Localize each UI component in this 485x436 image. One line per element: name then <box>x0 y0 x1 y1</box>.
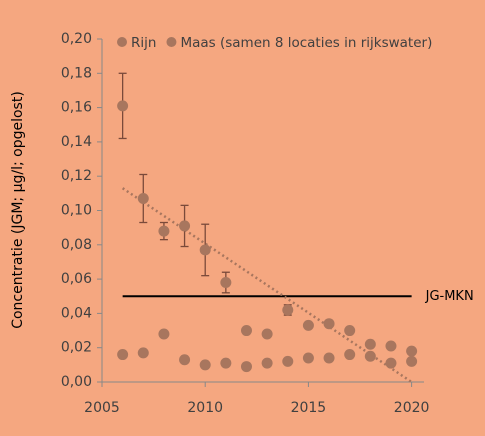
point <box>323 318 335 330</box>
point <box>137 347 149 359</box>
point <box>323 352 335 364</box>
point <box>261 357 273 369</box>
point <box>364 350 376 362</box>
x-tick-label: 2020 <box>394 400 430 416</box>
reference-label: JG-MKN <box>425 289 474 304</box>
point <box>240 325 252 337</box>
point <box>220 357 232 369</box>
x-tick-label: 2005 <box>84 400 120 416</box>
point <box>199 359 211 371</box>
y-tick-label: 0,14 <box>61 134 92 150</box>
point <box>137 192 149 204</box>
y-tick-label: 0,06 <box>61 271 92 287</box>
y-tick-label: 0,02 <box>61 340 92 356</box>
legend-label: Maas (samen 8 locaties in rijkswater) <box>180 35 432 51</box>
point <box>282 304 294 316</box>
legend-marker <box>166 37 177 47</box>
point <box>158 328 170 340</box>
point <box>385 357 397 369</box>
point <box>406 355 418 367</box>
point <box>282 355 294 367</box>
point <box>240 361 252 373</box>
y-tick-label: 0,04 <box>61 305 92 321</box>
point <box>179 354 191 366</box>
y-tick-label: 0,16 <box>61 100 92 116</box>
point <box>117 349 129 361</box>
point <box>302 319 314 331</box>
legend-label: Rijn <box>131 35 156 51</box>
x-tick-label: 2015 <box>291 400 327 416</box>
point <box>344 349 356 361</box>
x-tick-label: 2010 <box>187 400 223 416</box>
point <box>220 277 232 289</box>
y-tick-label: 0,18 <box>61 65 92 81</box>
y-axis-label: Concentratie (JGM; µg/l; opgelost) <box>10 91 26 329</box>
point <box>344 325 356 337</box>
point <box>117 100 129 112</box>
y-tick-label: 0,20 <box>61 31 92 47</box>
point <box>406 345 418 357</box>
point <box>158 225 170 237</box>
y-tick-label: 0,12 <box>61 168 92 184</box>
point <box>261 328 273 340</box>
point <box>199 244 211 256</box>
legend-marker <box>117 37 127 47</box>
point <box>385 340 397 352</box>
point <box>302 352 314 364</box>
y-tick-label: 0,00 <box>61 374 92 390</box>
point <box>179 220 191 232</box>
y-tick-label: 0,10 <box>61 203 92 219</box>
y-tick-label: 0,08 <box>61 237 92 253</box>
point <box>364 338 376 350</box>
